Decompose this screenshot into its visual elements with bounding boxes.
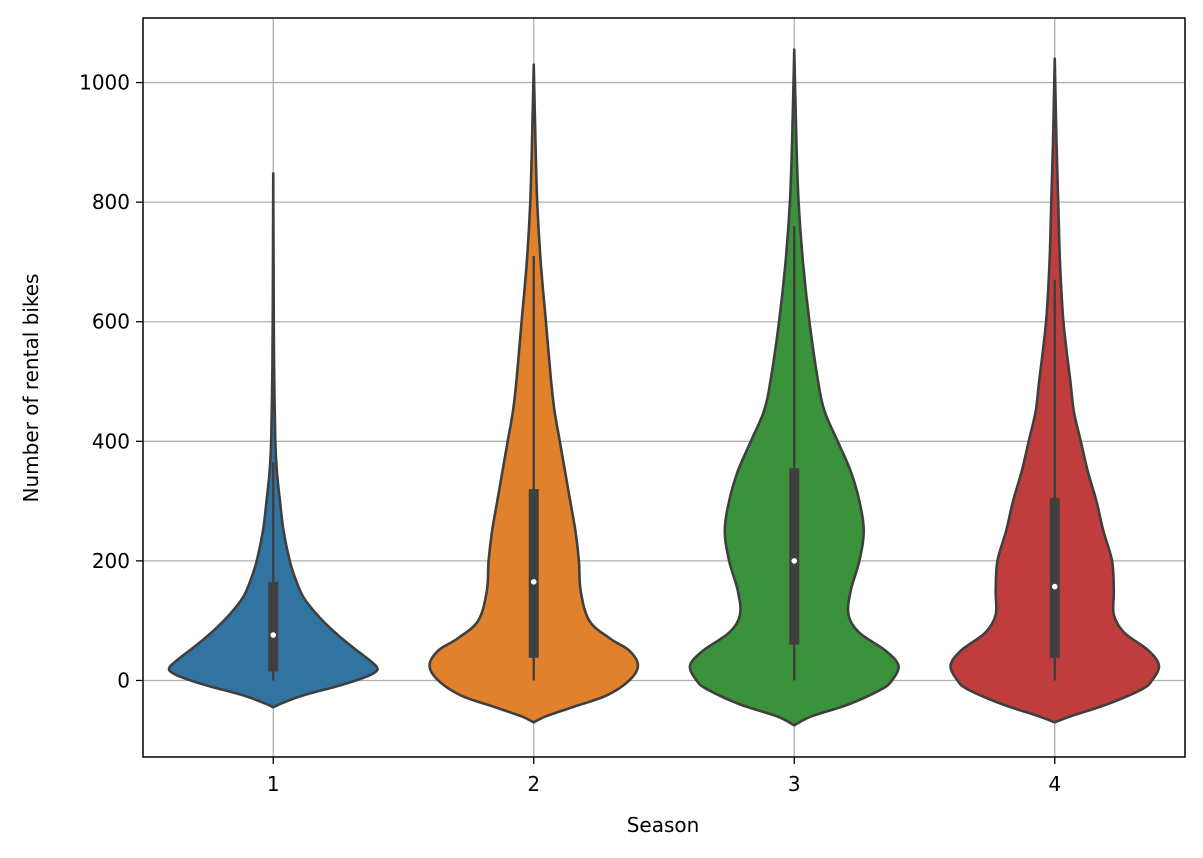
y-tick-label: 1000 [79,71,130,95]
violin-season-3 [688,48,900,727]
y-tick-label: 200 [92,549,130,573]
violin-median-dot [530,579,537,585]
violin-season-2 [428,63,640,724]
axes: 0 200 400 600 800 1000 1 2 3 4 [79,17,1186,796]
violin-median-dot [270,632,277,638]
y-axis-label: Number of rental bikes [19,274,43,503]
x-tick-label: 4 [1048,772,1061,796]
violin-iqr-box [268,581,279,672]
violin-median-dot [791,558,798,564]
x-tick-label: 3 [788,772,801,796]
violin-season-4 [949,57,1161,724]
violins [167,48,1161,727]
plot-frame [142,17,1186,758]
y-tick-label: 400 [92,429,130,453]
x-axis-label: Season [627,813,700,837]
violin-iqr-box [528,489,539,658]
y-tick-label: 600 [92,310,130,334]
x-tick-label: 1 [267,772,280,796]
y-tick-label: 0 [117,668,130,692]
violin-median-dot [1051,583,1058,590]
violin-season-1 [167,172,379,709]
violin-body [167,172,379,709]
x-tick-label: 2 [527,772,540,796]
violin-iqr-box [1049,498,1060,658]
y-tick-label: 800 [92,190,130,214]
violin-iqr-box [789,468,800,645]
